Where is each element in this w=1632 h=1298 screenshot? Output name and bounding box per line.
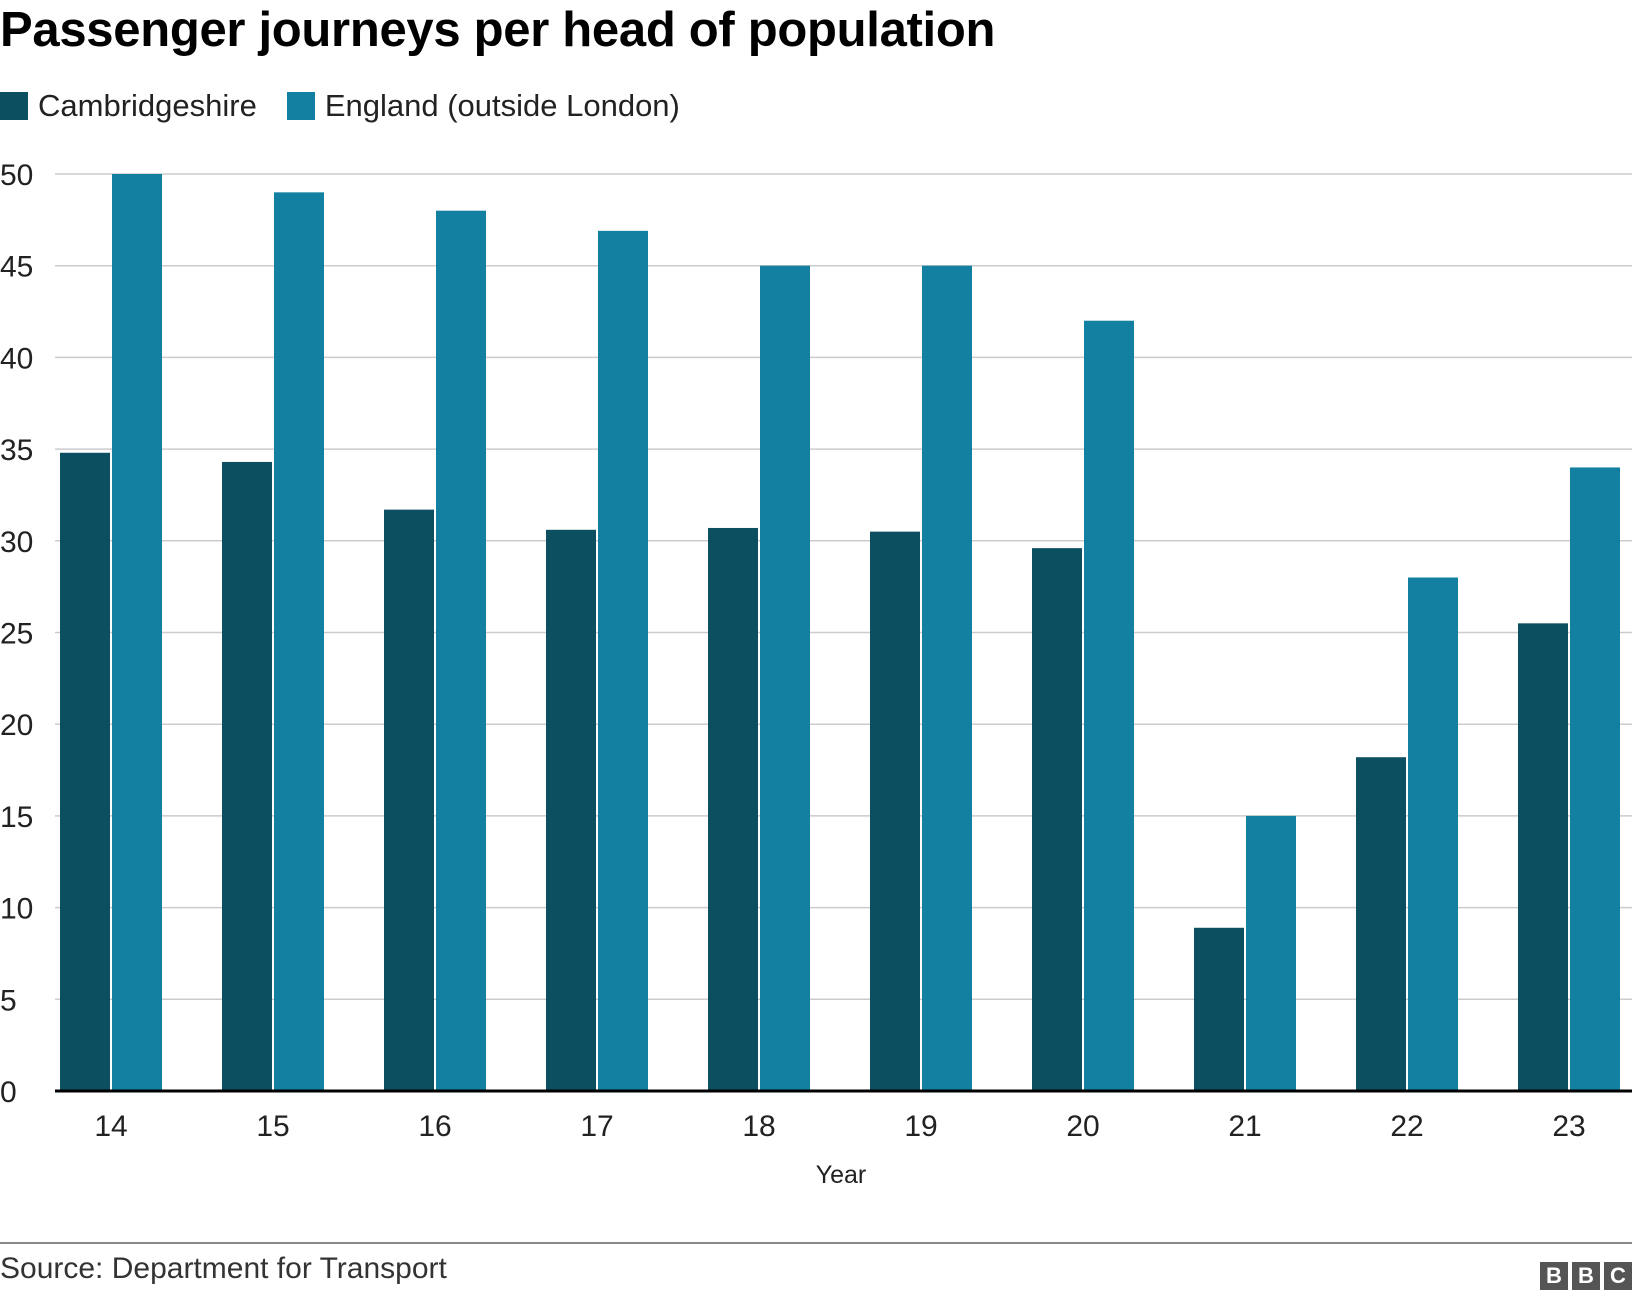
y-tick-label: 45 — [0, 251, 33, 284]
y-tick-label: 35 — [0, 434, 33, 467]
x-tick-label: 22 — [1390, 1110, 1423, 1143]
x-axis-title: Year — [816, 1161, 867, 1189]
bar-england — [1408, 577, 1458, 1091]
bar-england — [112, 174, 162, 1091]
bar-england — [436, 210, 486, 1091]
logo-letter: B — [1540, 1262, 1568, 1290]
bar-cambridgeshire — [60, 452, 110, 1091]
x-tick-label: 20 — [1066, 1110, 1099, 1143]
bar-england — [1570, 467, 1620, 1091]
y-tick-label: 30 — [0, 526, 33, 559]
y-tick-label: 10 — [0, 893, 33, 926]
bar-cambridgeshire — [546, 529, 596, 1091]
bar-england — [598, 230, 648, 1091]
legend-item-england: England (outside London) — [286, 88, 680, 124]
legend-label-england: England (outside London) — [324, 88, 680, 123]
x-tick-label: 19 — [904, 1110, 937, 1143]
legend-swatch-cambridgeshire — [0, 92, 28, 120]
y-tick-label: 15 — [0, 801, 33, 834]
chart-title: Passenger journeys per head of populatio… — [0, 3, 996, 57]
bar-cambridgeshire — [1194, 927, 1244, 1091]
source-note: Source: Department for Transport — [0, 1252, 447, 1285]
x-tick-label: 17 — [580, 1110, 613, 1143]
x-tick-label: 21 — [1228, 1110, 1261, 1143]
bar-cambridgeshire — [384, 509, 434, 1091]
legend: Cambridgeshire England (outside London) — [0, 88, 710, 124]
x-tick-label: 18 — [742, 1110, 775, 1143]
x-tick-label: 16 — [418, 1110, 451, 1143]
y-tick-label: 25 — [0, 618, 33, 651]
bar-cambridgeshire — [708, 527, 758, 1091]
y-tick-label: 40 — [0, 342, 33, 375]
bar-cambridgeshire — [870, 531, 920, 1091]
bar-england — [274, 192, 324, 1092]
bar-chart: 0 5 10 15 20 25 30 35 40 45 50 14 15 16 17 18 19 20 21 22 23… — [0, 159, 1632, 1189]
legend-swatch-england — [286, 92, 315, 120]
bar-england — [1084, 320, 1134, 1092]
bar-cambridgeshire — [1356, 757, 1406, 1091]
y-tick-label: 20 — [0, 709, 33, 742]
bar-cambridgeshire — [222, 461, 272, 1091]
bar-england — [922, 265, 972, 1091]
logo-letter: B — [1572, 1262, 1600, 1290]
logo-letter: C — [1604, 1262, 1632, 1290]
x-tick-label: 14 — [94, 1110, 127, 1143]
y-tick-label: 0 — [0, 1076, 17, 1109]
legend-item-cambridgeshire: Cambridgeshire — [0, 88, 257, 124]
bar-england — [760, 265, 810, 1091]
x-tick-label: 15 — [256, 1110, 289, 1143]
legend-label-cambridgeshire: Cambridgeshire — [38, 88, 257, 123]
y-tick-label: 50 — [0, 159, 33, 192]
bar-cambridgeshire — [1518, 623, 1568, 1091]
y-tick-label: 5 — [0, 984, 17, 1017]
bbc-logo: B B C — [1536, 1262, 1632, 1290]
bar-england — [1246, 815, 1296, 1091]
footer-divider — [0, 1242, 1632, 1244]
x-tick-label: 23 — [1552, 1110, 1585, 1143]
bar-cambridgeshire — [1032, 548, 1082, 1091]
